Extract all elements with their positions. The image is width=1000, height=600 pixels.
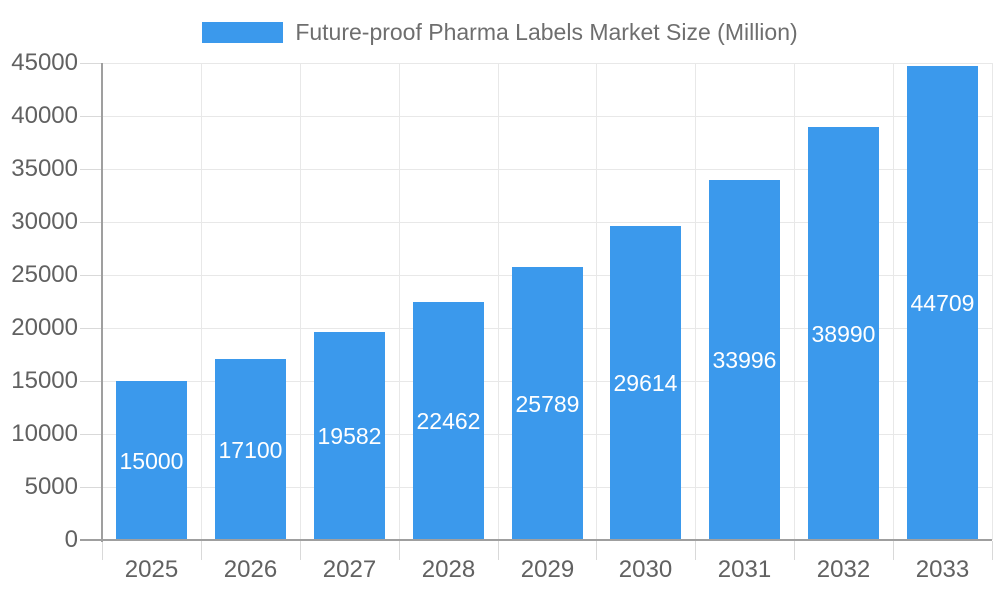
x-gridline xyxy=(300,63,301,540)
x-gridline xyxy=(399,63,400,540)
y-tick xyxy=(80,169,102,170)
x-tick-label: 2026 xyxy=(223,556,278,583)
bar: 44709 xyxy=(907,66,978,540)
x-tick xyxy=(596,541,597,560)
bar-value-label: 17100 xyxy=(218,436,283,463)
bar-value-label: 29614 xyxy=(613,370,678,396)
y-tick-label: 30000 xyxy=(11,208,78,235)
bar-value-label: 38990 xyxy=(811,320,876,347)
x-tick xyxy=(498,541,499,560)
x-tick xyxy=(300,541,301,560)
x-tick-label: 2030 xyxy=(618,556,673,583)
y-tick-label: 45000 xyxy=(11,49,78,76)
y-tick xyxy=(80,487,102,488)
bar-value-label: 19582 xyxy=(317,423,382,449)
y-tick xyxy=(80,434,102,435)
chart-legend: Future-proof Pharma Labels Market Size (… xyxy=(0,19,1000,45)
x-tick xyxy=(201,541,202,560)
x-tick-label: 2031 xyxy=(717,556,772,583)
bar: 15000 xyxy=(116,381,187,540)
x-gridline xyxy=(992,63,993,540)
x-tick xyxy=(102,541,103,560)
y-tick xyxy=(80,328,102,329)
x-tick xyxy=(695,541,696,560)
bar: 25789 xyxy=(512,267,583,540)
legend-label: Future-proof Pharma Labels Market Size (… xyxy=(295,19,798,45)
x-gridline xyxy=(893,63,894,540)
x-tick-label: 2033 xyxy=(915,556,970,583)
x-gridline xyxy=(794,63,795,540)
bar-value-label: 33996 xyxy=(712,347,777,373)
y-gridline xyxy=(102,63,992,64)
y-tick-label: 5000 xyxy=(24,473,78,500)
bar: 38990 xyxy=(808,127,879,540)
y-axis-line xyxy=(101,63,103,542)
y-tick-label: 0 xyxy=(64,526,78,553)
y-tick xyxy=(80,275,102,276)
y-gridline xyxy=(102,222,992,223)
y-tick-label: 35000 xyxy=(11,155,78,182)
x-tick-label: 2025 xyxy=(124,556,179,583)
x-tick-label: 2032 xyxy=(816,556,871,583)
bar: 33996 xyxy=(709,180,780,540)
x-tick xyxy=(992,541,993,560)
y-tick-label: 25000 xyxy=(11,261,78,288)
x-gridline xyxy=(695,63,696,540)
bar-value-label: 15000 xyxy=(119,447,184,474)
bar: 17100 xyxy=(215,359,286,540)
x-gridline xyxy=(201,63,202,540)
y-tick-label: 15000 xyxy=(11,367,78,394)
bar-value-label: 25789 xyxy=(515,390,580,417)
x-tick-label: 2027 xyxy=(322,556,377,583)
y-tick xyxy=(80,63,102,64)
x-tick xyxy=(794,541,795,560)
y-tick-label: 40000 xyxy=(11,102,78,129)
y-gridline xyxy=(102,169,992,170)
legend-swatch xyxy=(202,21,284,43)
y-tick-label: 20000 xyxy=(11,314,78,341)
y-gridline xyxy=(102,116,992,117)
x-tick xyxy=(399,541,400,560)
y-tick xyxy=(80,381,102,382)
bar-value-label: 22462 xyxy=(416,408,481,434)
bar: 29614 xyxy=(610,226,681,540)
x-gridline xyxy=(498,63,499,540)
y-tick-label: 10000 xyxy=(11,420,78,447)
x-tick xyxy=(893,541,894,560)
x-tick-label: 2028 xyxy=(421,556,476,583)
bar: 19582 xyxy=(314,332,385,540)
x-axis-line xyxy=(80,539,992,541)
bar: 22462 xyxy=(413,302,484,540)
x-tick-label: 2029 xyxy=(520,556,575,583)
y-tick xyxy=(80,222,102,223)
y-tick xyxy=(80,116,102,117)
x-gridline xyxy=(596,63,597,540)
bar-value-label: 44709 xyxy=(910,290,975,316)
